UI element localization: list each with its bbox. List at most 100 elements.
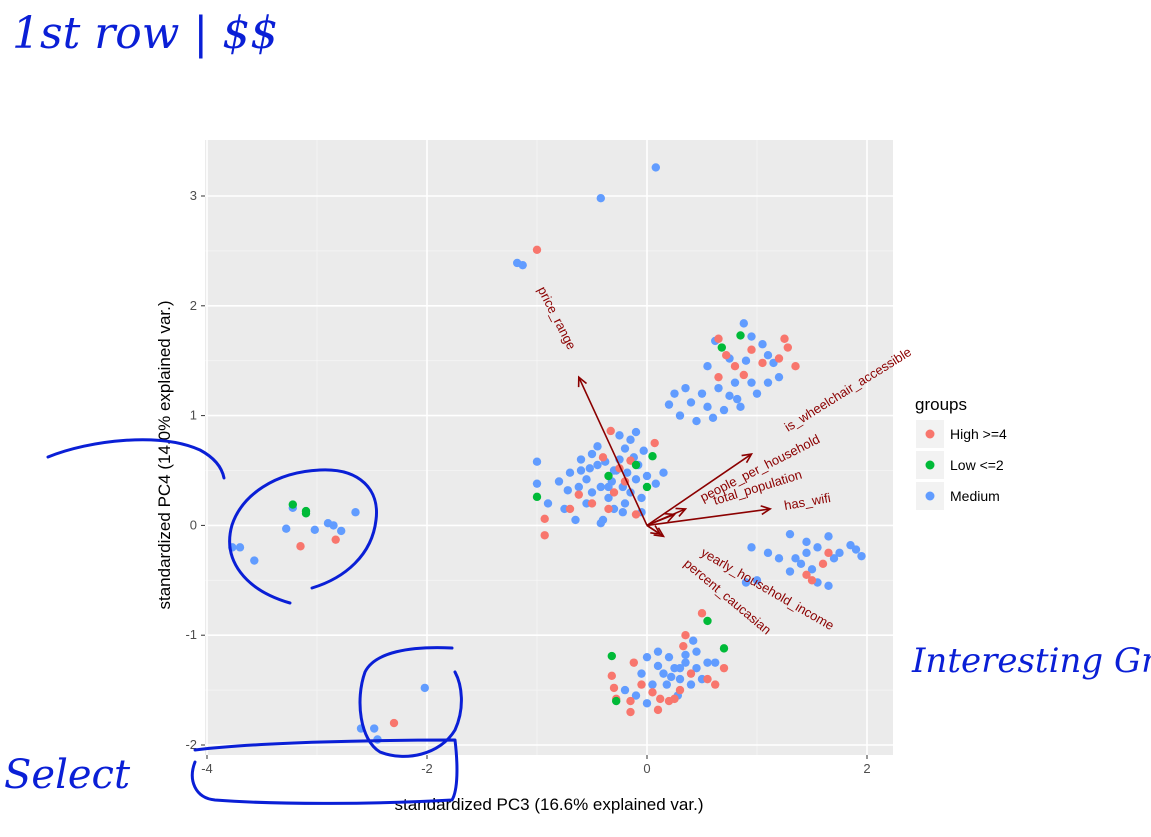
data-point <box>609 488 619 497</box>
data-point <box>686 669 696 678</box>
data-point <box>667 672 676 682</box>
data-point <box>703 616 712 626</box>
y-tick-label: 3 <box>190 188 197 203</box>
data-point <box>631 510 641 519</box>
data-point <box>653 705 663 715</box>
data-point <box>620 499 630 508</box>
data-point <box>739 319 748 328</box>
loading-arrow-shaft <box>646 524 661 535</box>
loading-arrow-head <box>741 452 754 464</box>
data-point <box>642 471 652 481</box>
data-point <box>697 389 707 398</box>
data-point <box>711 680 720 689</box>
data-point <box>296 542 305 551</box>
data-point <box>626 696 635 706</box>
data-point <box>598 453 608 462</box>
data-point <box>648 452 657 461</box>
data-point <box>631 427 641 437</box>
scatter-points <box>228 163 866 744</box>
data-point <box>679 641 688 651</box>
data-point <box>664 400 674 409</box>
loading-arrow-shaft <box>646 508 686 527</box>
data-point <box>717 343 726 352</box>
data-point <box>370 724 379 733</box>
legend-key <box>925 491 935 501</box>
y-tick-label: 2 <box>190 298 197 313</box>
data-point <box>659 669 668 678</box>
data-point <box>785 567 795 576</box>
data-point <box>637 669 646 678</box>
data-point <box>656 694 665 704</box>
data-point <box>719 405 729 415</box>
loading-arrow-head <box>653 527 666 538</box>
data-point <box>719 663 729 673</box>
data-point <box>620 444 630 453</box>
loading-arrow-head <box>675 507 688 517</box>
data-point <box>692 647 701 656</box>
data-point <box>739 370 748 380</box>
y-tick-label: -2 <box>185 737 197 752</box>
data-point <box>631 475 641 484</box>
x-tick-label: 0 <box>643 761 650 776</box>
data-point <box>565 504 575 514</box>
data-point <box>540 514 549 524</box>
data-point <box>250 556 259 565</box>
data-point <box>631 460 641 470</box>
data-point <box>824 548 833 558</box>
data-point <box>420 683 429 693</box>
circle-left-cluster <box>228 468 378 605</box>
data-point <box>747 332 756 341</box>
data-point <box>829 554 839 563</box>
data-point <box>824 581 833 590</box>
data-point <box>604 471 613 481</box>
data-point <box>675 685 685 695</box>
x-tick-label: -2 <box>421 761 433 776</box>
data-point <box>571 515 580 525</box>
data-point <box>783 343 792 352</box>
data-point <box>708 413 718 422</box>
data-point <box>637 680 646 689</box>
data-point <box>606 426 615 436</box>
data-point <box>703 674 712 684</box>
data-point <box>642 699 652 708</box>
data-point <box>582 475 591 484</box>
data-point <box>796 559 806 569</box>
data-point <box>741 356 751 365</box>
data-point <box>587 499 597 508</box>
data-point <box>824 532 833 541</box>
data-point <box>692 416 701 426</box>
data-point <box>576 455 586 464</box>
data-point <box>576 466 586 475</box>
major-gridlines <box>205 140 893 755</box>
data-point <box>540 531 549 540</box>
loading-arrow-head <box>577 375 588 388</box>
data-point <box>642 652 652 662</box>
data-point <box>331 535 340 544</box>
data-point <box>807 565 817 574</box>
data-point <box>725 391 734 401</box>
data-point <box>651 479 660 488</box>
data-point <box>642 482 652 492</box>
data-point <box>780 334 789 343</box>
data-point <box>607 671 616 681</box>
data-point <box>802 537 811 547</box>
data-point <box>310 525 319 534</box>
data-point <box>235 543 245 552</box>
data-point <box>714 372 723 382</box>
data-point <box>351 508 360 517</box>
loading-arrow-head <box>650 525 662 536</box>
x-axis-title: standardized PC3 (16.6% explained var.) <box>394 795 703 814</box>
data-point <box>670 389 679 398</box>
data-point <box>532 492 542 502</box>
legend-label: High >=4 <box>950 426 1007 442</box>
data-point <box>288 500 297 509</box>
data-point <box>752 576 762 585</box>
data-point <box>733 394 742 404</box>
data-point <box>675 411 685 420</box>
circle-bottom-cluster <box>358 646 463 758</box>
data-point <box>607 651 616 661</box>
data-point <box>329 521 338 530</box>
y-axis-title: standardized PC4 (14.0% explained var.) <box>155 300 174 609</box>
data-point <box>692 663 701 673</box>
